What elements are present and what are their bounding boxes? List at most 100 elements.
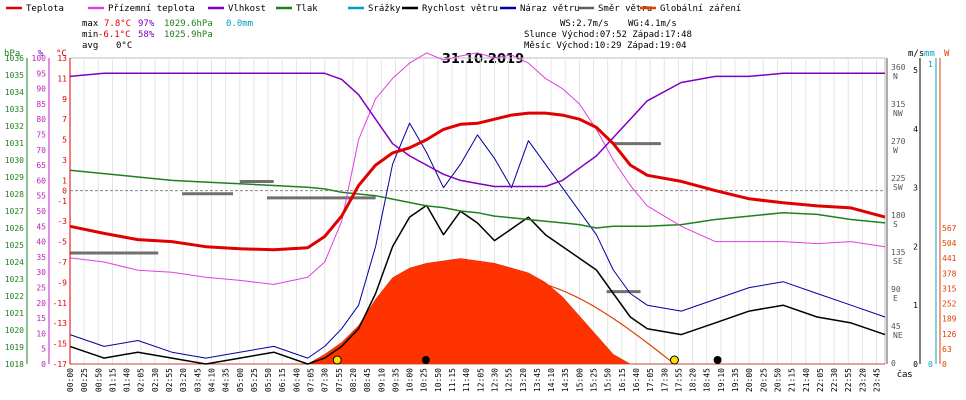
mm-tick-label: 1 xyxy=(928,60,933,69)
stat-min-label: min xyxy=(82,30,98,40)
direction-tick-label: 90 xyxy=(891,285,901,294)
x-tick-label: 21:15 xyxy=(788,368,797,392)
x-tick-label: 16:40 xyxy=(632,368,641,392)
hpa-tick-label: 1023 xyxy=(5,275,24,284)
moonrise-marker xyxy=(421,356,430,364)
x-tick-label: 09:10 xyxy=(377,368,386,392)
direction-tick-label: 360 xyxy=(891,63,906,72)
direction-tick-label: 180 xyxy=(891,211,906,220)
hpa-tick-label: 1018 xyxy=(5,360,24,369)
stat-min-hum: 58% xyxy=(138,30,155,40)
hpa-tick-label: 1019 xyxy=(5,343,24,352)
x-tick-label: 02:55 xyxy=(165,368,174,392)
degc-tick-label: -11 xyxy=(53,299,68,308)
legend-label: Rychlost větru xyxy=(422,4,498,14)
x-tick-label: 20:00 xyxy=(745,368,754,392)
x-tick-label: 00:25 xyxy=(80,368,89,392)
x-tick-label: 18:20 xyxy=(689,368,698,392)
degc-tick-label: -9 xyxy=(57,278,67,287)
x-tick-label: 02:30 xyxy=(151,368,160,392)
legend-label: Tlak xyxy=(296,4,318,14)
x-tick-label: 04:35 xyxy=(222,368,231,392)
legend: Teplota Přízemní teplota Vlhkost Tlak Srážky… xyxy=(6,4,741,14)
series-tlak xyxy=(69,169,886,229)
stat-max-temp: 7.8°C xyxy=(104,19,131,29)
ms-axis-title: m/s xyxy=(908,49,924,59)
direction-tick-compass: N xyxy=(893,72,898,81)
ms-tick-label: 4 xyxy=(913,125,918,134)
legend-label: Přízemní teplota xyxy=(108,4,195,14)
x-tick-label: 05:00 xyxy=(236,368,245,392)
degc-tick-label: -5 xyxy=(57,238,67,247)
direction-tick-label: 45 xyxy=(891,322,901,331)
pct-tick-label: 25 xyxy=(36,284,46,293)
degc-tick-label: 1 xyxy=(62,176,67,185)
x-tick-label: 21:40 xyxy=(802,368,811,392)
stat-wg: WG:4.1m/s xyxy=(628,19,677,29)
x-tick-label: 08:45 xyxy=(363,368,372,392)
ms-tick-label: 3 xyxy=(913,184,918,193)
hpa-axis-title: hPa xyxy=(4,49,20,59)
axes: 00:00 00:25 00:50 01:15 01:40 02:05 02:30 02:55… xyxy=(4,49,957,392)
x-tick-label: 03:45 xyxy=(193,368,202,392)
stat-sun: Slunce Východ:07:52 Západ:17:48 xyxy=(524,30,692,40)
direction-tick-compass: NE xyxy=(893,331,903,340)
x-tick-label: 15:25 xyxy=(590,368,599,392)
x-axis-title: čas xyxy=(897,369,912,380)
pct-tick-label: 15 xyxy=(36,314,46,323)
x-tick-label: 23:45 xyxy=(873,368,882,392)
mm-axis-title: mm xyxy=(924,49,935,59)
degc-tick-label: 7 xyxy=(62,115,67,124)
direction-tick-label: 0 xyxy=(891,359,896,368)
x-tick-label: 07:30 xyxy=(321,368,330,392)
legend-label: Náraz větru xyxy=(520,4,580,14)
pct-tick-label: 55 xyxy=(36,192,46,201)
series-globalni-zareni xyxy=(70,258,885,365)
hpa-tick-label: 1033 xyxy=(5,105,24,114)
x-tick-label: 00:00 xyxy=(66,368,75,392)
hpa-tick-label: 1030 xyxy=(5,156,24,165)
degc-tick-label: -1 xyxy=(57,197,67,206)
x-tick-label: 16:15 xyxy=(618,368,627,392)
hpa-tick-label: 1020 xyxy=(5,326,24,335)
x-tick-label: 07:55 xyxy=(335,368,344,392)
x-tick-label: 22:55 xyxy=(844,368,853,392)
pct-tick-label: 75 xyxy=(36,131,46,140)
x-tick-label: 22:05 xyxy=(816,368,825,392)
x-tick-label: 09:35 xyxy=(391,368,400,392)
x-tick-label: 13:20 xyxy=(519,368,528,392)
stat-moon: Měsíc Východ:10:29 Západ:19:04 xyxy=(524,41,687,51)
x-tick-label: 14:10 xyxy=(547,368,556,392)
x-tick-label: 05:25 xyxy=(250,368,259,392)
x-tick-label: 17:30 xyxy=(660,368,669,392)
degc-tick-label: 13 xyxy=(57,54,67,63)
x-tick-label: 01:15 xyxy=(108,368,117,392)
x-tick-label: 11:40 xyxy=(462,368,471,392)
x-tick-label: 06:40 xyxy=(292,368,301,392)
x-tick-label: 20:25 xyxy=(759,368,768,392)
stat-max-press: 1029.6hPa xyxy=(164,19,213,29)
x-tick-label: 02:05 xyxy=(137,368,146,392)
x-tick-label: 11:15 xyxy=(448,368,457,392)
wm2-tick-label: 315 xyxy=(942,284,957,293)
degc-tick-label: 3 xyxy=(62,156,67,165)
pct-tick-label: 65 xyxy=(36,161,46,170)
hpa-tick-label: 1035 xyxy=(5,71,24,80)
legend-label: Globální záření xyxy=(660,4,741,14)
legend-label: Směr větru xyxy=(598,4,652,14)
moonset-marker xyxy=(713,356,722,364)
direction-tick-label: 225 xyxy=(891,174,906,183)
x-tick-label: 15:50 xyxy=(604,368,613,392)
ms-tick-label: 5 xyxy=(913,66,918,75)
hpa-tick-label: 1027 xyxy=(5,207,24,216)
pct-tick-label: 0 xyxy=(41,360,46,369)
plot-area xyxy=(69,52,886,365)
wm2-axis-title: W xyxy=(944,49,950,59)
wm2-tick-label: 126 xyxy=(942,330,957,339)
stat-avg-temp: 0°C xyxy=(116,41,132,51)
pct-tick-label: 80 xyxy=(36,115,46,124)
stat-max-hum: 97% xyxy=(138,19,155,29)
series-rychlost-vetru xyxy=(69,204,886,365)
degc-tick-label: 9 xyxy=(62,95,67,104)
x-tick-label: 00:50 xyxy=(94,368,103,392)
